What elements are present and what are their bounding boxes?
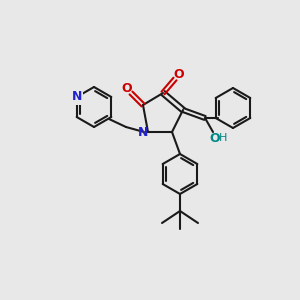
Text: O: O	[210, 131, 220, 145]
Text: N: N	[138, 127, 148, 140]
Text: O: O	[122, 82, 132, 94]
Text: H: H	[219, 133, 227, 143]
Text: N: N	[71, 91, 82, 103]
Text: O: O	[174, 68, 184, 80]
